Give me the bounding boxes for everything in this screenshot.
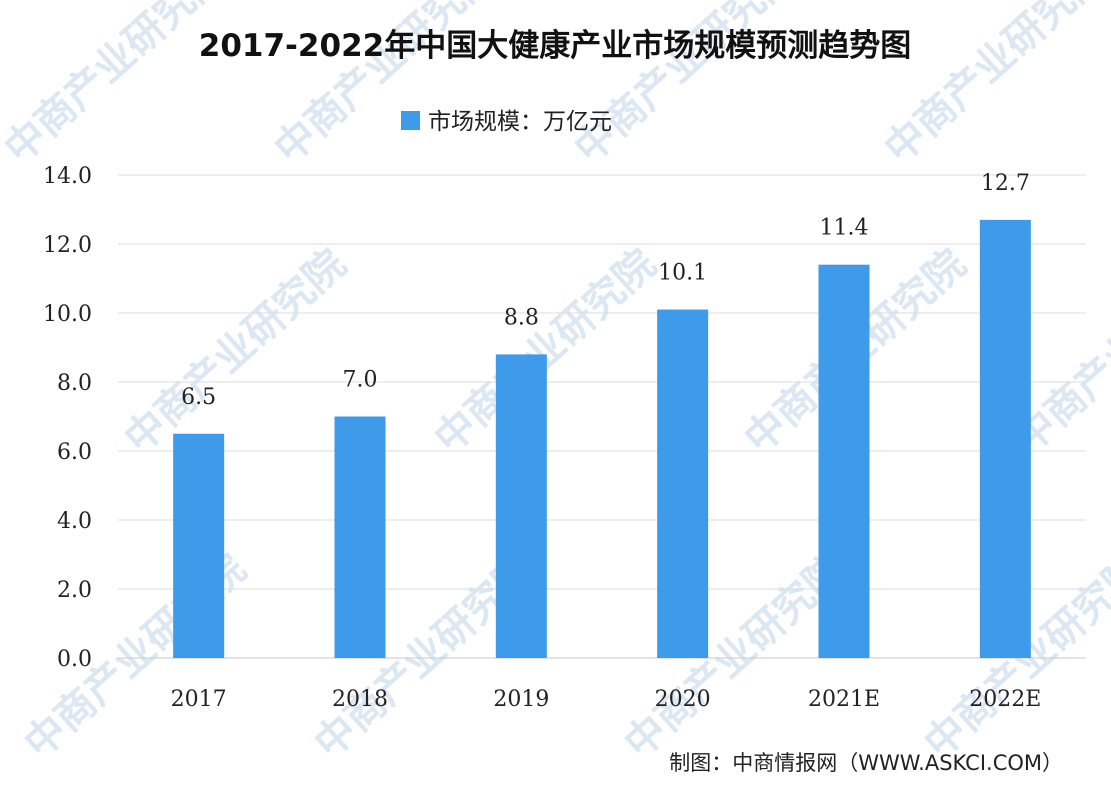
bar-2019 <box>495 354 547 658</box>
y-axis-ticks: 0.0 2.0 4.0 6.0 8.0 10.0 12.0 14.0 <box>43 164 92 672</box>
x-tick-label: 2021E <box>808 687 880 712</box>
legend: 市场规模：万亿元 <box>401 109 612 135</box>
x-tick-label: 2022E <box>969 687 1041 712</box>
data-labels: 6.5 7.0 8.8 10.1 11.4 12.7 <box>181 171 1030 410</box>
data-label: 8.8 <box>504 305 539 330</box>
x-axis-ticks: 2017 2018 2019 2020 2021E 2022E <box>171 687 1042 712</box>
y-tick-label: 10.0 <box>43 302 92 327</box>
data-label: 6.5 <box>181 385 216 410</box>
y-tick-label: 4.0 <box>57 509 92 534</box>
y-tick-label: 2.0 <box>57 578 92 603</box>
bar-2017 <box>173 433 225 658</box>
data-label: 10.1 <box>658 261 707 286</box>
y-tick-label: 6.0 <box>57 440 92 465</box>
source-note: 制图：中商情报网（WWW.ASKCI.COM） <box>669 751 1063 775</box>
bars <box>173 219 1031 658</box>
data-label: 12.7 <box>981 171 1030 196</box>
watermark-text: 中商产业研究院 <box>876 0 1111 172</box>
bar-2020 <box>657 309 709 658</box>
y-tick-label: 0.0 <box>57 647 92 672</box>
data-label: 7.0 <box>343 368 378 393</box>
y-tick-label: 12.0 <box>43 233 92 258</box>
y-tick-label: 8.0 <box>57 371 92 396</box>
legend-swatch <box>401 111 420 130</box>
x-tick-label: 2018 <box>332 687 388 712</box>
x-tick-label: 2019 <box>493 687 549 712</box>
watermark-text: 中商产业研究院 <box>266 0 505 172</box>
bar-2022E <box>979 219 1031 658</box>
chart-title: 2017-2022年中国大健康产业市场规模预测趋势图 <box>199 28 911 64</box>
bar-2021E <box>818 264 870 658</box>
y-tick-label: 14.0 <box>43 164 92 189</box>
watermark-text: 中商产业研究院 <box>566 0 805 172</box>
legend-label: 市场规模：万亿元 <box>428 109 612 135</box>
watermark-text: 中商产业研究院 <box>0 0 235 172</box>
bar-2018 <box>334 416 386 658</box>
gridlines <box>118 174 1086 659</box>
watermark-text: 中商产业研究院 <box>116 241 355 463</box>
data-label: 11.4 <box>820 216 869 241</box>
x-tick-label: 2017 <box>171 687 227 712</box>
x-tick-label: 2020 <box>655 687 711 712</box>
